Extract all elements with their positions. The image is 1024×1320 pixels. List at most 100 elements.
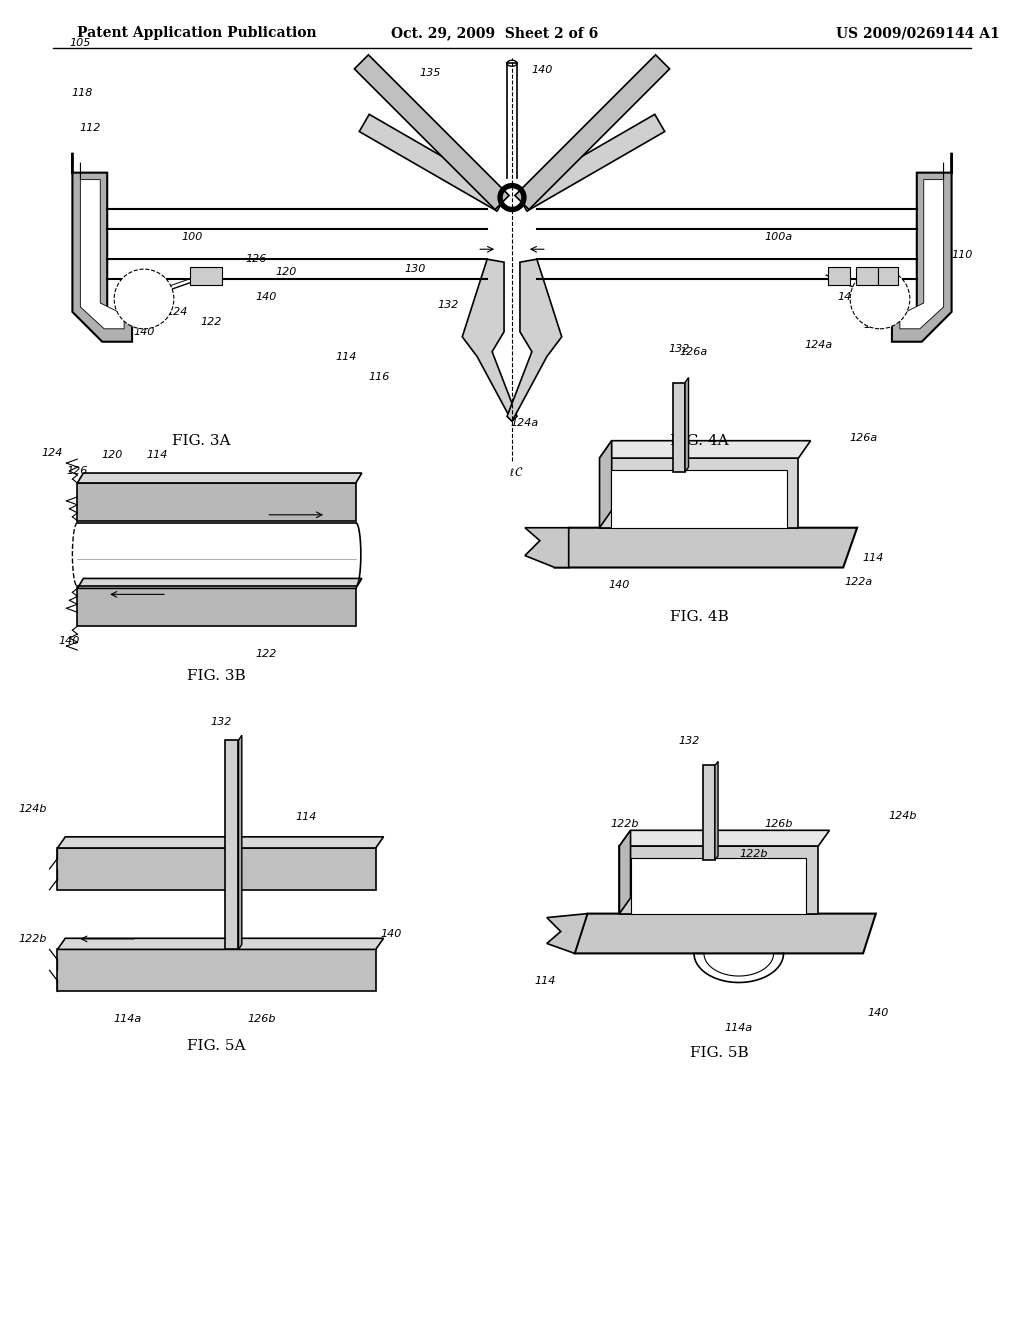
Polygon shape (574, 913, 876, 953)
Text: 124: 124 (42, 447, 63, 458)
Text: 116: 116 (368, 371, 389, 381)
Polygon shape (856, 267, 878, 285)
Polygon shape (57, 837, 384, 847)
Text: 132: 132 (678, 735, 699, 746)
Polygon shape (525, 528, 568, 568)
Text: FIG. 3A: FIG. 3A (172, 434, 231, 449)
Text: 122a: 122a (844, 577, 872, 587)
Text: 130: 130 (404, 264, 426, 275)
Text: 124b: 124b (18, 804, 47, 814)
Text: 122: 122 (256, 649, 278, 659)
Polygon shape (673, 383, 685, 473)
Text: US 2009/0269144 A1: US 2009/0269144 A1 (836, 26, 999, 41)
Polygon shape (878, 267, 898, 285)
Text: 126a: 126a (680, 347, 709, 356)
Polygon shape (620, 830, 829, 846)
Polygon shape (517, 115, 665, 211)
Text: 120: 120 (275, 267, 297, 277)
Text: 140: 140 (867, 1008, 889, 1018)
Text: 140: 140 (58, 636, 80, 645)
Text: 118: 118 (72, 88, 93, 98)
Polygon shape (702, 766, 715, 859)
Polygon shape (599, 441, 811, 458)
Polygon shape (462, 259, 517, 421)
Text: 114: 114 (146, 450, 168, 461)
Polygon shape (685, 378, 688, 473)
Text: 100a: 100a (765, 232, 793, 243)
Polygon shape (80, 162, 124, 329)
Text: FIG. 5B: FIG. 5B (689, 1045, 749, 1060)
Text: 114a: 114a (725, 1023, 753, 1034)
Text: 114: 114 (296, 812, 316, 822)
Text: 114: 114 (862, 553, 884, 562)
Polygon shape (599, 458, 799, 528)
Polygon shape (620, 846, 818, 913)
Polygon shape (515, 55, 670, 210)
Polygon shape (239, 735, 242, 949)
Text: 132: 132 (437, 300, 459, 310)
Text: 114: 114 (535, 977, 555, 986)
Text: 126b: 126b (764, 820, 793, 829)
Text: 140: 140 (531, 65, 553, 75)
Circle shape (114, 269, 174, 329)
Text: 126a: 126a (849, 433, 878, 444)
Polygon shape (611, 470, 786, 528)
Polygon shape (892, 153, 951, 342)
Polygon shape (78, 473, 361, 483)
Circle shape (850, 269, 910, 329)
Polygon shape (78, 483, 356, 521)
Polygon shape (828, 267, 850, 285)
Polygon shape (900, 162, 944, 329)
Text: 135: 135 (420, 69, 441, 78)
Text: 112: 112 (80, 123, 101, 133)
Text: FIG. 4A: FIG. 4A (670, 434, 728, 449)
Polygon shape (632, 858, 806, 913)
Text: 132: 132 (211, 717, 232, 727)
Polygon shape (547, 913, 588, 953)
Text: 122b: 122b (18, 933, 47, 944)
Polygon shape (57, 939, 384, 949)
Polygon shape (359, 115, 507, 211)
Polygon shape (73, 153, 132, 342)
Text: 132: 132 (669, 343, 690, 354)
Text: 140: 140 (838, 292, 859, 302)
Text: 140: 140 (380, 929, 401, 939)
Polygon shape (57, 847, 376, 890)
Text: FIG. 5A: FIG. 5A (187, 1039, 246, 1053)
Text: 140: 140 (256, 292, 278, 302)
Text: 110: 110 (952, 251, 973, 260)
Polygon shape (78, 589, 356, 626)
Polygon shape (599, 441, 611, 528)
Text: ℓ: ℓ (509, 469, 513, 478)
Text: 124a: 124a (804, 339, 833, 350)
Text: 120: 120 (101, 450, 123, 461)
Text: Patent Application Publication: Patent Application Publication (78, 26, 317, 41)
Polygon shape (555, 528, 857, 568)
Polygon shape (507, 259, 562, 421)
Text: FIG. 4B: FIG. 4B (670, 610, 728, 624)
Text: 140: 140 (608, 581, 630, 590)
Text: 114a: 114a (113, 1014, 141, 1024)
Text: $\mathcal{C}$: $\mathcal{C}$ (514, 466, 523, 479)
Polygon shape (57, 949, 376, 991)
Text: 114: 114 (335, 351, 356, 362)
Text: 122a: 122a (864, 319, 892, 330)
Text: Oct. 29, 2009  Sheet 2 of 6: Oct. 29, 2009 Sheet 2 of 6 (391, 26, 598, 41)
Polygon shape (78, 578, 361, 589)
Text: 126b: 126b (247, 1014, 275, 1024)
Text: 126: 126 (246, 255, 267, 264)
Text: 122: 122 (201, 317, 222, 327)
Text: 122b: 122b (610, 820, 639, 829)
Text: FIG. 3B: FIG. 3B (187, 669, 246, 682)
Polygon shape (620, 830, 631, 913)
Polygon shape (224, 741, 239, 949)
Text: 126: 126 (67, 466, 88, 477)
Polygon shape (715, 762, 718, 859)
Text: 124a: 124a (511, 418, 539, 428)
Text: 100: 100 (181, 232, 203, 243)
Text: 140: 140 (133, 327, 155, 337)
Polygon shape (354, 55, 509, 210)
Polygon shape (189, 267, 221, 285)
Text: 122b: 122b (739, 849, 768, 859)
Text: 105: 105 (70, 38, 91, 49)
